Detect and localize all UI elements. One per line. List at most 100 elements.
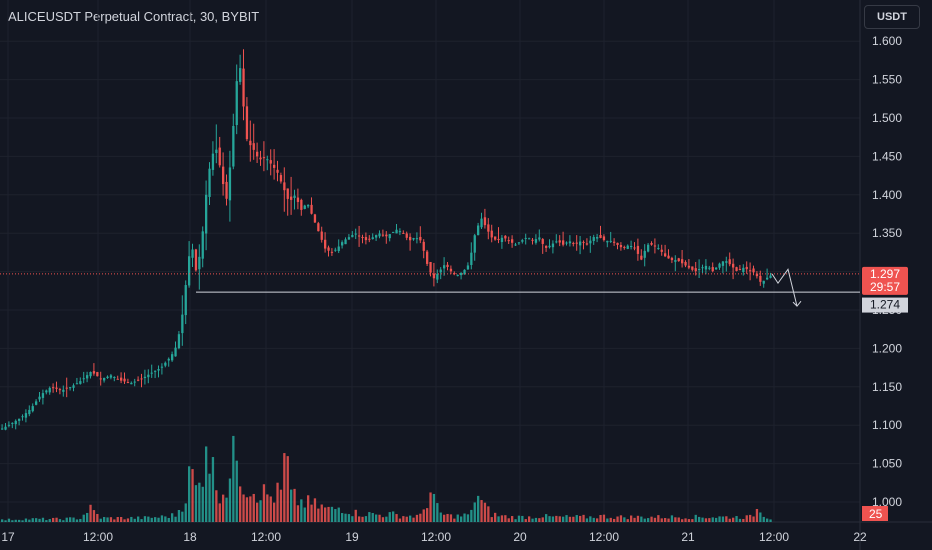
candle-body	[545, 245, 548, 248]
volume-label: 25	[869, 507, 883, 521]
candle-body	[422, 241, 425, 251]
volume-bar	[35, 518, 38, 522]
candle-body	[228, 167, 232, 201]
candle-body	[259, 157, 262, 160]
volume-bar	[259, 500, 262, 522]
projection-path[interactable]	[771, 268, 798, 307]
volume-bar	[497, 516, 500, 522]
y-tick-label: 1.400	[872, 188, 902, 202]
volume-bar	[330, 506, 334, 522]
candle-body	[616, 242, 619, 245]
currency-selector-button[interactable]: USDT	[864, 5, 920, 29]
volume-bar	[137, 516, 140, 522]
volume-tag	[862, 506, 888, 521]
candle-body	[715, 267, 718, 270]
support-price-label: 1.274	[870, 298, 900, 312]
candle-body	[198, 256, 201, 270]
projection-arrowhead	[792, 300, 802, 307]
volume-bar	[4, 520, 7, 522]
volume-bar	[273, 502, 276, 522]
volume-bar	[524, 519, 527, 522]
candle-body	[79, 381, 82, 384]
volume-bar	[174, 516, 177, 522]
volume-bar	[422, 509, 425, 522]
volume-bar	[1, 519, 4, 522]
candle-body	[599, 234, 602, 238]
candle-body	[58, 389, 62, 391]
candle-body	[123, 378, 126, 382]
candle-body	[313, 214, 317, 223]
volume-bar	[674, 517, 677, 522]
volume-bar	[681, 519, 684, 522]
volume-bar	[585, 518, 589, 522]
countdown-label: 29:57	[870, 280, 900, 294]
support-price-tag	[862, 297, 908, 313]
volume-bar	[279, 489, 283, 522]
volume-bar	[732, 517, 735, 522]
candle-body	[630, 246, 633, 247]
volume-bar	[218, 503, 221, 522]
volume-bar	[14, 519, 17, 522]
volume-bar	[718, 516, 721, 522]
candle-body	[735, 267, 738, 271]
volume-bar	[517, 515, 521, 522]
candle-body	[222, 166, 225, 185]
volume-bar	[698, 516, 701, 522]
candle-body	[694, 268, 697, 272]
volume-bar	[494, 512, 497, 522]
volume-bar	[388, 512, 391, 522]
volume-bar	[449, 514, 453, 522]
volume-bar	[293, 488, 296, 522]
candle-body	[449, 268, 453, 272]
y-tick-label: 1.000	[872, 495, 902, 509]
volume-bar	[252, 493, 255, 522]
volume-bar	[256, 502, 259, 522]
volume-bar	[684, 518, 687, 522]
candle-body	[572, 242, 575, 244]
volume-bar	[201, 486, 204, 522]
candle-body	[568, 241, 572, 244]
x-tick-label: 12:00	[421, 530, 451, 544]
candle-body	[65, 387, 68, 389]
volume-bar	[636, 515, 640, 522]
volume-bar	[358, 516, 361, 522]
candle-body	[677, 258, 680, 262]
volume-bar	[460, 516, 463, 522]
candle-body	[548, 245, 551, 248]
y-tick-label: 1.500	[872, 111, 902, 125]
x-tick-label: 18	[183, 530, 197, 544]
candle-body	[759, 275, 762, 282]
volume-bar	[752, 516, 755, 522]
candle-body	[660, 249, 663, 252]
volume-bar	[487, 506, 490, 522]
volume-bar	[704, 518, 708, 522]
candle-body	[276, 169, 279, 173]
candle-body	[582, 241, 585, 243]
volume-bar	[351, 516, 354, 522]
candle-body	[487, 224, 490, 232]
candle-body	[579, 241, 582, 246]
volume-bar	[164, 516, 167, 522]
volume-bar	[75, 519, 79, 522]
candle-body	[31, 406, 34, 412]
candle-body	[55, 387, 58, 389]
candle-body	[245, 106, 249, 140]
y-tick-label: 1.550	[872, 73, 902, 87]
volume-bar	[565, 515, 568, 522]
volume-bar	[538, 518, 541, 522]
volume-bar	[344, 513, 347, 522]
volume-bar	[650, 516, 653, 522]
volume-bar	[89, 504, 92, 522]
candle-body	[208, 168, 211, 197]
volume-bar	[534, 517, 538, 522]
candle-body	[235, 81, 238, 126]
candle-body	[249, 140, 252, 146]
candle-body	[718, 263, 721, 268]
candle-body	[1, 428, 4, 430]
volume-bar	[579, 515, 582, 522]
volume-bar	[759, 512, 762, 522]
candle-body	[371, 237, 374, 240]
volume-bar	[320, 504, 323, 522]
volume-bar	[116, 517, 119, 522]
